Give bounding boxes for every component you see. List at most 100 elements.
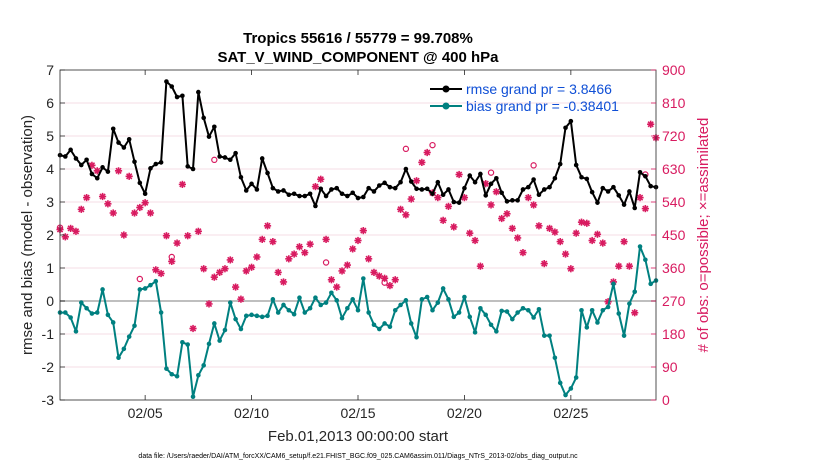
obs-assimilated-marker — [535, 222, 543, 230]
obs-assimilated-stroke — [163, 232, 170, 239]
obs-assimilated-stroke — [115, 167, 122, 174]
obs-assimilated-marker — [232, 283, 240, 291]
obs-assimilated-marker — [141, 199, 149, 207]
obs-possible-marker — [136, 275, 144, 283]
obs-assimilated-marker — [216, 268, 224, 276]
bias-point — [504, 309, 510, 314]
rmse-point — [137, 180, 143, 186]
bias-point — [121, 346, 127, 352]
obs-assimilated-marker — [72, 227, 80, 235]
obs-assimilated-stroke — [370, 269, 378, 276]
obs-assimilated-stroke — [264, 222, 271, 229]
rmse-point — [201, 115, 206, 121]
bias-point — [627, 301, 632, 306]
bias-point — [275, 310, 281, 315]
obs-assimilated-marker — [253, 253, 261, 261]
obs-assimilated-stroke — [333, 283, 340, 291]
rmse-point — [180, 93, 185, 99]
rmse-point — [206, 134, 212, 139]
rmse-point — [222, 155, 228, 160]
obs-assimilated-stroke — [253, 253, 261, 261]
bias-point — [398, 302, 403, 308]
rmse-point — [643, 173, 648, 179]
obs-assimilated-stroke — [328, 276, 335, 283]
x-tick-label: 02/20 — [447, 405, 482, 421]
bias-point — [446, 297, 451, 302]
obs-assimilated-stroke — [232, 283, 239, 291]
obs-assimilated-marker — [455, 170, 463, 179]
obs-assimilated-stroke — [227, 256, 234, 264]
obs-possible-marker — [530, 162, 537, 169]
rmse-point — [451, 199, 457, 205]
rmse-point — [616, 193, 622, 198]
obs-assimilated-marker — [498, 214, 506, 223]
bias-point — [302, 310, 308, 315]
obs-assimilated-marker — [173, 239, 181, 247]
obs-assimilated-stroke — [211, 274, 218, 281]
bias-point — [589, 307, 595, 313]
obs-assimilated-stroke — [248, 264, 255, 271]
rmse-point — [302, 193, 308, 199]
rmse-point — [355, 195, 361, 201]
rmse-point — [515, 198, 520, 203]
rmse-point — [579, 174, 584, 180]
y2-tick-label: 360 — [662, 260, 686, 276]
obs-assimilated-marker — [567, 265, 575, 273]
rmse-point — [196, 89, 201, 95]
obs-assimilated-marker — [402, 211, 410, 219]
rmse-point — [589, 189, 595, 195]
rmse-point — [158, 160, 164, 165]
obs-assimilated-marker — [162, 232, 171, 240]
rmse-point — [100, 165, 105, 170]
rmse-point — [600, 185, 606, 191]
rmse-point — [121, 145, 127, 150]
rmse-point — [627, 189, 632, 194]
obs-assimilated-marker — [274, 268, 282, 276]
y2-axis-label: # of obs: o=possible; ×=assimilated — [695, 118, 712, 353]
y-tick-label: 1 — [46, 260, 54, 276]
obs-assimilated-stroke — [306, 241, 314, 248]
bias-point — [563, 392, 568, 398]
bias-point — [132, 323, 137, 329]
obs-assimilated-stroke — [275, 269, 282, 276]
obs-assimilated-marker — [359, 227, 367, 235]
obs-assimilated-markers — [56, 120, 660, 333]
obs-assimilated-stroke — [493, 188, 500, 195]
legend-label-bias: bias grand pr = -0.38401 — [466, 98, 619, 114]
y-tick-label: 0 — [46, 293, 54, 309]
rmse-point — [233, 150, 238, 156]
rmse-point — [430, 191, 435, 197]
rmse-point — [73, 156, 79, 161]
obs-assimilated-marker — [178, 180, 186, 188]
bias-point — [174, 373, 180, 379]
rmse-point — [174, 94, 180, 100]
legend-entry-bias: bias grand pr = -0.38401 — [430, 98, 619, 114]
rmse-point — [494, 175, 499, 181]
obs-assimilated-stroke — [418, 159, 426, 166]
bias-point — [408, 321, 414, 326]
obs-assimilated-marker — [492, 188, 500, 196]
bias-point — [158, 310, 164, 315]
obs-assimilated-marker — [98, 192, 107, 201]
bias-point — [643, 257, 648, 263]
obs-assimilated-marker — [450, 223, 458, 231]
bias-point — [611, 281, 616, 287]
bias-point — [180, 339, 185, 345]
x-axis-label: Feb.01,2013 00:00:00 start — [268, 428, 449, 445]
bias-point — [286, 307, 292, 313]
rmse-point — [632, 205, 638, 211]
bias-point — [270, 297, 276, 302]
obs-assimilated-marker — [412, 177, 421, 185]
obs-assimilated-marker — [396, 205, 405, 213]
bias-point — [227, 300, 233, 305]
y2-axis-ticks: 0 90 180 270 360 450 540 630 720 810 900 — [651, 62, 686, 408]
bias-point — [605, 304, 611, 310]
obs-assimilated-stroke — [243, 267, 250, 275]
y2-tick-label: 540 — [662, 194, 686, 210]
obs-assimilated-stroke — [179, 181, 186, 188]
obs-assimilated-marker — [434, 194, 442, 202]
obs-assimilated-marker — [423, 148, 431, 157]
obs-assimilated-marker — [370, 268, 378, 276]
obs-assimilated-stroke — [402, 211, 410, 218]
